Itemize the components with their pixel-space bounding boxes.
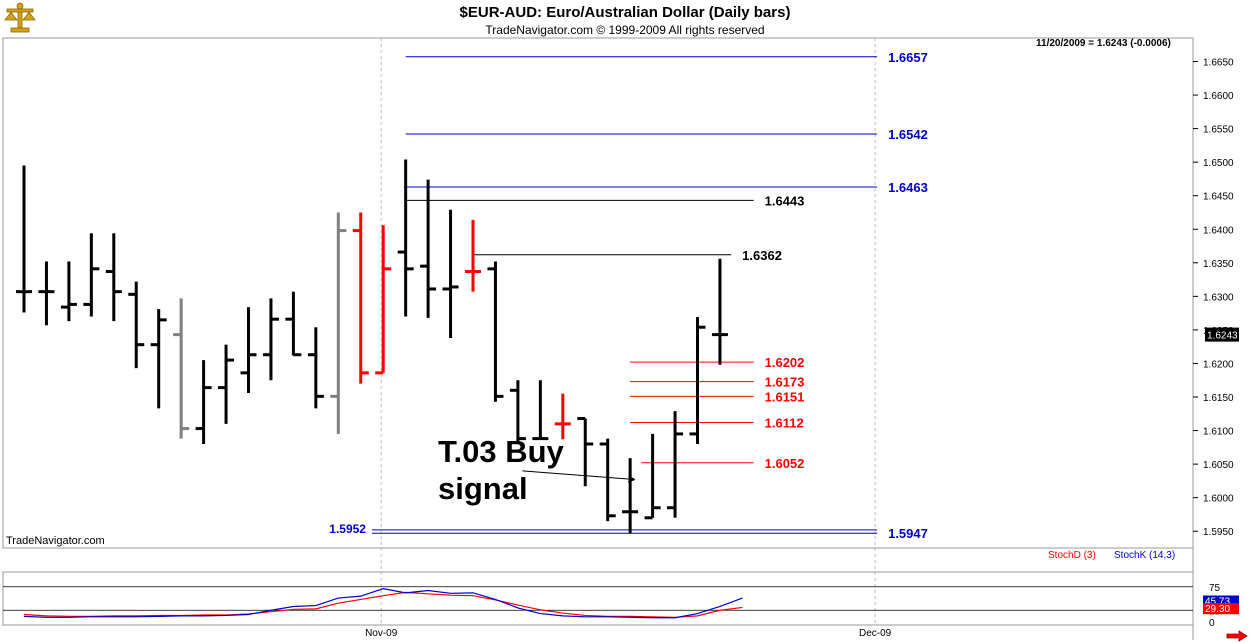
price-level-label: 1.6151 <box>765 389 805 404</box>
copyright-subtitle: TradeNavigator.com © 1999-2009 All right… <box>485 23 765 37</box>
gold-scales-icon[interactable] <box>2 2 38 36</box>
price-panel-border <box>2 37 1194 549</box>
price-level-label: 1.6052 <box>765 456 805 471</box>
y-tick-label: 1.6350 <box>1203 259 1234 270</box>
y-tick-label: 1.6300 <box>1203 292 1234 303</box>
y-tick-label: 1.5950 <box>1203 527 1234 538</box>
y-tick-label: 1.6400 <box>1203 225 1234 236</box>
y-tick-label: 1.6650 <box>1203 57 1234 68</box>
last-price-label: 1.6243 <box>1207 331 1238 342</box>
y-tick-label: 1.6450 <box>1203 192 1234 203</box>
stoch-series-line <box>23 588 743 619</box>
annotation-arrow <box>522 470 635 481</box>
stoch-d-legend: StochD (3) <box>1048 550 1096 561</box>
x-tick-label: Dec-09 <box>859 628 892 639</box>
price-level-label: 1.6443 <box>765 193 805 208</box>
y-tick-label: 1.6500 <box>1203 158 1234 169</box>
stoch-d-value: 29.30 <box>1205 604 1230 615</box>
price-level-label: 1.6657 <box>888 50 928 65</box>
y-tick-label: 1.6200 <box>1203 359 1234 370</box>
stoch-k-value-box <box>1203 595 1239 607</box>
price-level-label: 1.6463 <box>888 180 928 195</box>
stoch-y-tick-label: 75 <box>1209 583 1221 594</box>
last-quote-readout: 11/20/2009 = 1.6243 (-0.0006) <box>1036 38 1171 49</box>
stoch-y-tick-label: 0 <box>1209 618 1215 629</box>
last-price-box <box>1205 327 1239 342</box>
annotation-text: signal <box>438 471 528 506</box>
stoch-d-value-box <box>1203 603 1239 615</box>
y-tick-label: 1.6550 <box>1203 125 1234 136</box>
price-level-label: 1.6542 <box>888 127 928 142</box>
stoch-k-value: 45.73 <box>1205 597 1230 608</box>
y-tick-label: 1.6150 <box>1203 393 1234 404</box>
right-arrow-icon[interactable] <box>1226 630 1248 642</box>
y-tick-label: 1.6000 <box>1203 494 1234 505</box>
price-level-label: 1.6112 <box>765 416 804 431</box>
stoch-k-legend: StochK (14,3) <box>1114 550 1176 561</box>
price-level-label: 1.6202 <box>765 355 805 370</box>
y-tick-label: 1.6600 <box>1203 91 1234 102</box>
price-level-label: 1.6362 <box>742 248 782 263</box>
y-tick-label: 1.6100 <box>1203 427 1234 438</box>
x-tick-label: Nov-09 <box>365 628 398 639</box>
price-level-label: 1.5947 <box>888 526 928 541</box>
chart-title: $EUR-AUD: Euro/Australian Dollar (Daily … <box>459 4 791 21</box>
price-level-label: 1.6173 <box>765 375 805 390</box>
annotation-text: T.03 Buy <box>438 434 565 469</box>
annotation-arrowhead <box>627 475 635 483</box>
price-level-label: 1.5952 <box>329 522 366 536</box>
watermark: TradeNavigator.com <box>6 535 105 547</box>
y-tick-label: 1.6050 <box>1203 460 1234 471</box>
stoch-series-line <box>23 591 743 618</box>
